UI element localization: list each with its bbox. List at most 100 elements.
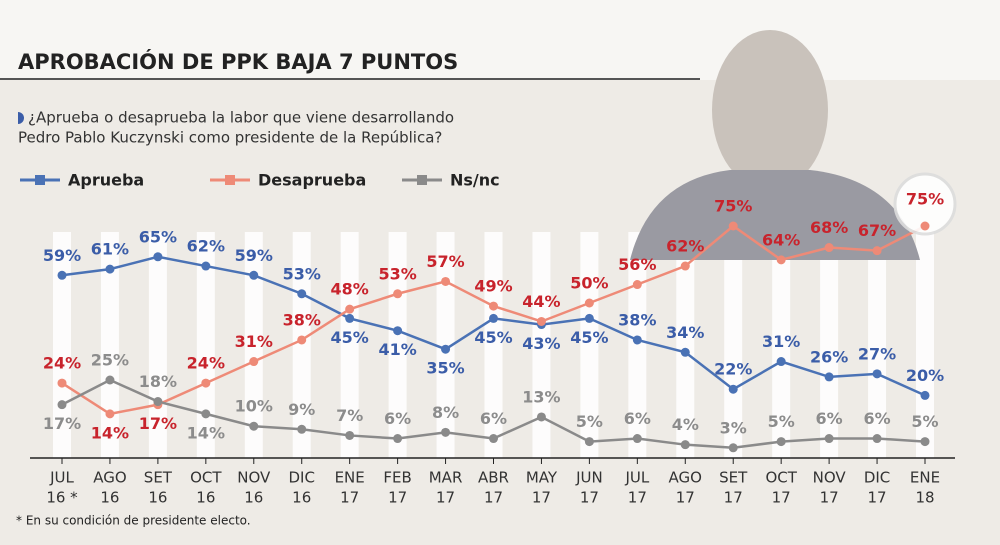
data-label: 5% (768, 412, 795, 431)
point (489, 434, 498, 444)
legend-label: Ns/nc (450, 171, 500, 190)
point (584, 437, 594, 447)
stripe (676, 232, 695, 458)
photo-placeholder (630, 30, 920, 260)
x-tick-label: MAY (526, 469, 558, 487)
data-label: 8% (432, 403, 459, 422)
data-label: 34% (666, 323, 704, 342)
x-tick-label: FEB (383, 469, 411, 487)
x-tick-label: AGO (93, 469, 126, 487)
point (441, 344, 451, 354)
point (57, 378, 67, 388)
data-label: 45% (331, 328, 369, 347)
point (297, 289, 307, 299)
legend-item: Aprueba (20, 171, 144, 190)
data-label: 41% (378, 340, 416, 359)
x-tick-label: SET (719, 469, 748, 487)
x-tick-label: 17 (532, 489, 551, 507)
point (345, 430, 355, 440)
x-tick-label: DIC (864, 469, 890, 487)
data-label: 3% (720, 418, 747, 437)
point (345, 313, 355, 323)
data-label: 5% (576, 412, 603, 431)
stripe (388, 232, 407, 458)
x-tick-label: 16 (244, 489, 263, 507)
x-tick-label: OCT (765, 469, 797, 487)
data-label: 22% (714, 360, 752, 379)
legend-marker (35, 175, 45, 185)
stripe (340, 232, 359, 458)
data-label: 43% (522, 334, 560, 353)
data-label: 65% (139, 227, 177, 246)
data-label: 75% (714, 197, 752, 216)
data-label: 13% (522, 387, 560, 406)
x-tick-label: 18 (915, 489, 934, 507)
data-label: 62% (187, 237, 225, 256)
x-tick-label: MAR (429, 469, 463, 487)
x-tick-label: NOV (813, 469, 847, 487)
x-tick-label: 17 (868, 489, 887, 507)
point (201, 378, 211, 388)
photo-body (630, 170, 920, 260)
data-label: 59% (235, 246, 273, 265)
x-tick-label: 16 (148, 489, 167, 507)
point (824, 243, 834, 253)
data-label: 61% (91, 240, 129, 259)
x-tick-label: 17 (580, 489, 599, 507)
footnote: * En su condición de presidente electo. (16, 514, 251, 528)
point (536, 412, 546, 422)
point (297, 424, 307, 434)
data-label: 10% (235, 397, 273, 416)
point (776, 255, 786, 265)
stripe (772, 232, 791, 458)
legend-label: Desaprueba (258, 171, 366, 190)
x-tick-label: 16 * (46, 489, 78, 507)
data-label: 38% (283, 310, 321, 329)
x-tick-label: JUN (575, 469, 603, 487)
data-label: 57% (426, 252, 464, 271)
data-label: 4% (672, 415, 699, 434)
stripe (532, 232, 551, 458)
stripe (100, 232, 119, 458)
stripe (244, 232, 263, 458)
x-tick-label: 17 (436, 489, 455, 507)
point (297, 335, 307, 345)
point (249, 421, 259, 431)
x-tick-label: 17 (484, 489, 503, 507)
x-tick-label: ABR (478, 469, 509, 487)
data-label: 17% (139, 414, 177, 433)
x-tick-label: 16 (292, 489, 311, 507)
data-label: 6% (384, 409, 411, 428)
point (872, 369, 882, 379)
x-tick-label: JUL (49, 469, 74, 487)
data-label: 35% (426, 359, 464, 378)
point (57, 270, 67, 280)
point (920, 437, 930, 447)
point (680, 347, 690, 357)
data-label: 44% (522, 292, 560, 311)
point (632, 434, 642, 444)
x-tick-label: 17 (628, 489, 647, 507)
data-label: 25% (91, 351, 129, 370)
point (249, 357, 259, 367)
data-label: 24% (187, 354, 225, 373)
data-label: 68% (810, 218, 848, 237)
point (57, 400, 67, 410)
data-label: 24% (43, 354, 81, 373)
point (489, 301, 498, 311)
point (824, 434, 834, 444)
point (345, 304, 355, 314)
x-tick-label: DIC (288, 469, 314, 487)
data-label: 48% (331, 280, 369, 299)
data-label: 62% (666, 237, 704, 256)
point (776, 437, 786, 447)
data-label: 26% (810, 347, 848, 366)
point (153, 252, 163, 262)
data-label: 53% (378, 264, 416, 283)
stripe (820, 232, 839, 458)
stripe (916, 232, 934, 458)
point (489, 313, 498, 323)
point (680, 440, 690, 450)
point (201, 409, 211, 419)
